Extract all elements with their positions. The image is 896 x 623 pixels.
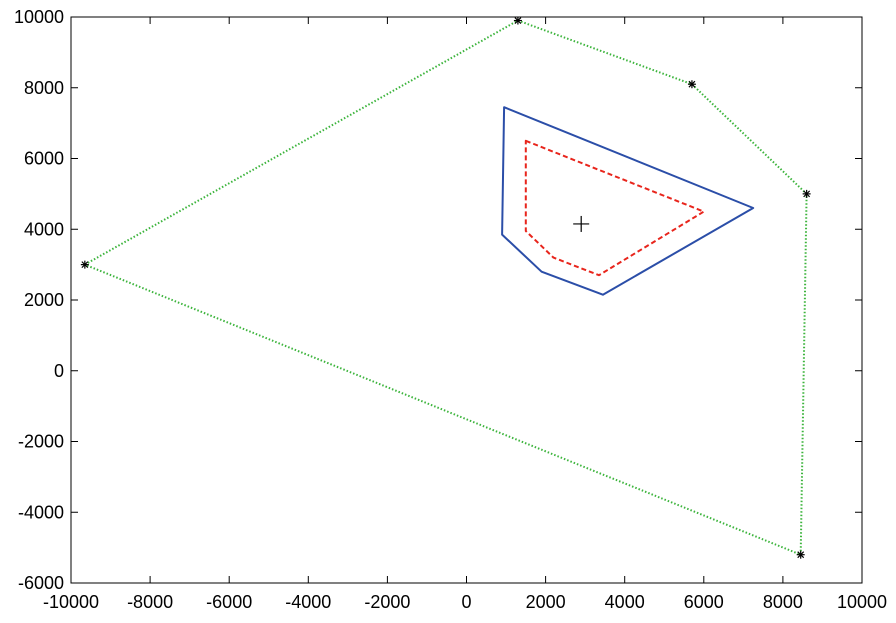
asterisk-marker: [80, 260, 89, 269]
x-tick-label: -6000: [206, 592, 252, 612]
x-tick-label: -2000: [364, 592, 410, 612]
y-tick-label: 0: [54, 361, 64, 381]
plot-area: [71, 17, 862, 583]
asterisk-marker: [687, 80, 696, 89]
tick-label-layer: -10000 -8000 -6000 -4000 -2000 0 2000 4000 6000 8…: [14, 7, 887, 612]
x-tick-label: -4000: [285, 592, 331, 612]
x-tick-label: -10000: [43, 592, 99, 612]
x-tick-label: 6000: [684, 592, 724, 612]
asterisk-marker: [802, 189, 811, 198]
y-tick-label: 2000: [24, 290, 64, 310]
series-line-2: [524, 139, 705, 277]
x-tick-label: -8000: [127, 592, 173, 612]
series-layer: [83, 19, 808, 556]
series-line-0: [83, 19, 808, 556]
x-tick-label: 10000: [837, 592, 887, 612]
y-tick-label: -6000: [18, 573, 64, 593]
y-tick-label: 6000: [24, 149, 64, 169]
y-tick-label: -4000: [18, 502, 64, 522]
x-tick-label: 4000: [605, 592, 645, 612]
y-tick-label: 8000: [24, 78, 64, 98]
tick-layer: [70, 16, 863, 584]
y-tick-label: 10000: [14, 7, 64, 27]
marker-layer: [80, 16, 811, 559]
x-tick-label: 0: [461, 592, 471, 612]
plus-marker: [573, 215, 590, 232]
series-line-1: [501, 106, 755, 296]
x-tick-label: 8000: [763, 592, 803, 612]
y-tick-label: 4000: [24, 219, 64, 239]
x-tick-label: 2000: [526, 592, 566, 612]
asterisk-marker: [513, 16, 522, 25]
y-tick-label: -2000: [18, 432, 64, 452]
asterisk-marker: [796, 550, 805, 559]
